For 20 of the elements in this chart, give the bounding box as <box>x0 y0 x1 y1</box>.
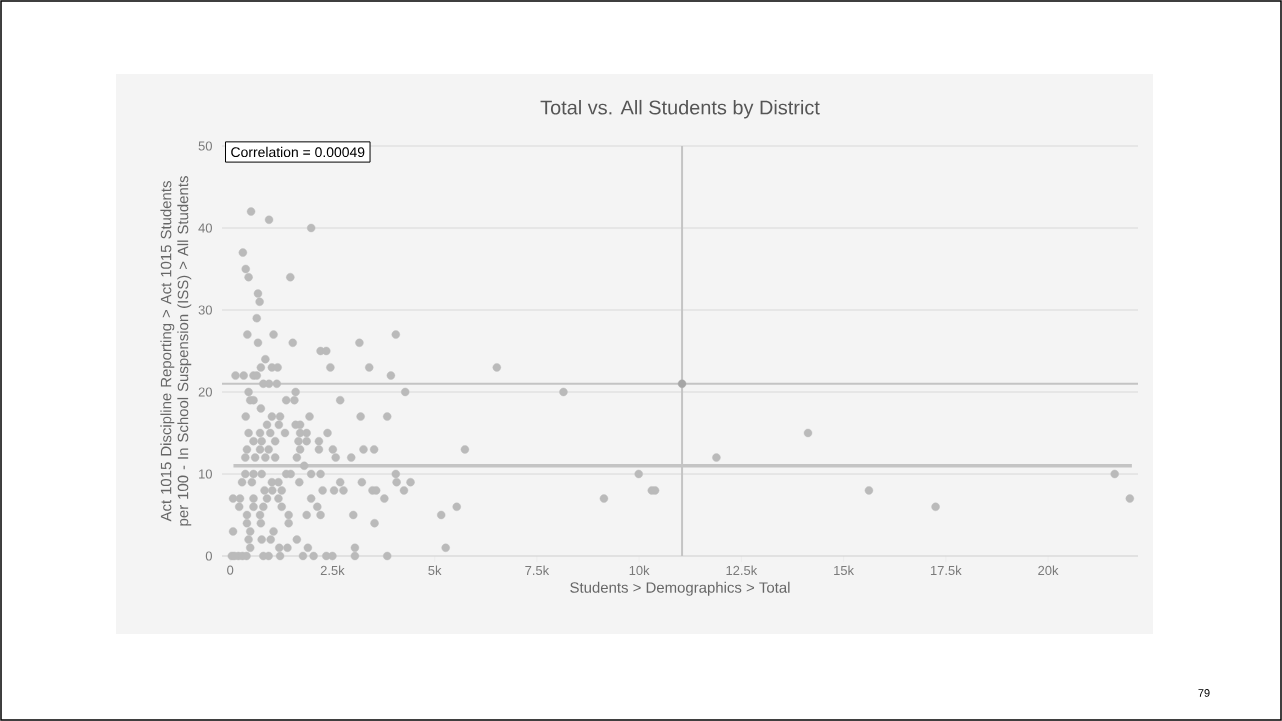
y-tick-label: 50 <box>198 141 212 151</box>
x-tick-label: 20k <box>1038 565 1059 576</box>
text: 79 <box>1198 689 1210 697</box>
x-tick-label: 10k <box>629 565 650 576</box>
x-tick-label: 2.5k <box>320 565 345 576</box>
x-tick-label: 0 <box>227 565 234 575</box>
annotation: Correlation = 0.00049 <box>231 146 365 158</box>
y-tick-label: 0 <box>205 551 212 561</box>
x-tick-label: 12.5k <box>726 565 758 576</box>
y-tick-label: 10 <box>199 469 212 479</box>
x-tick-label: 15k <box>834 565 855 576</box>
x-tick-label: 5k <box>428 565 442 576</box>
x-tick-label: 7.5k <box>525 565 550 576</box>
y-axis-title: Act 1015 Discipline Reporting > Act 1015 Students per 100 - In School Suspension (ISS) > All Students <box>160 176 192 526</box>
chart-title: Total vs. All Students by District <box>540 99 820 119</box>
x-tick-label: 17.5k <box>930 565 962 576</box>
x-axis-title: Students > Demographics > Total <box>570 581 790 596</box>
y-tick-label: 30 <box>198 305 212 315</box>
y-tick-label: 20 <box>198 387 212 397</box>
y-tick-label: 40 <box>198 223 212 233</box>
